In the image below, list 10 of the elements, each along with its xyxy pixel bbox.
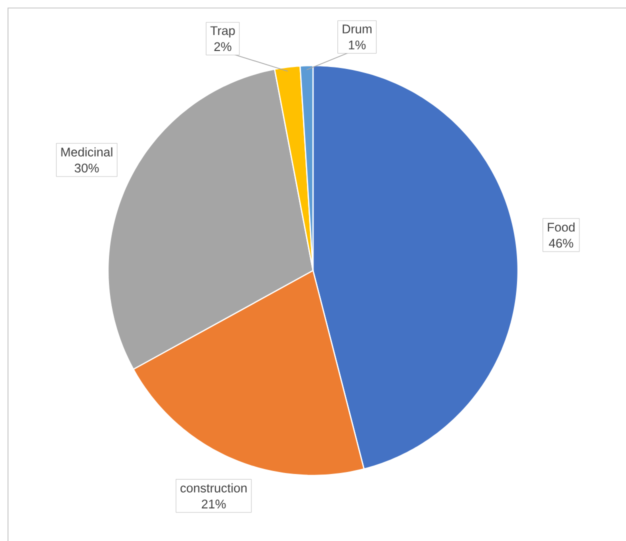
slice-label: Food — [548, 222, 575, 232]
slice-label: construction — [180, 483, 247, 492]
data-label: 1% — [348, 40, 366, 50]
slice-label: Trap — [210, 26, 235, 38]
data-label: 46% — [548, 238, 574, 248]
slice-label: Medicinal — [61, 147, 112, 157]
data-label: 30% — [74, 164, 99, 173]
slice-label: Drum — [342, 24, 372, 34]
data-label: 2% — [214, 42, 232, 52]
data-label: 21% — [202, 500, 226, 508]
